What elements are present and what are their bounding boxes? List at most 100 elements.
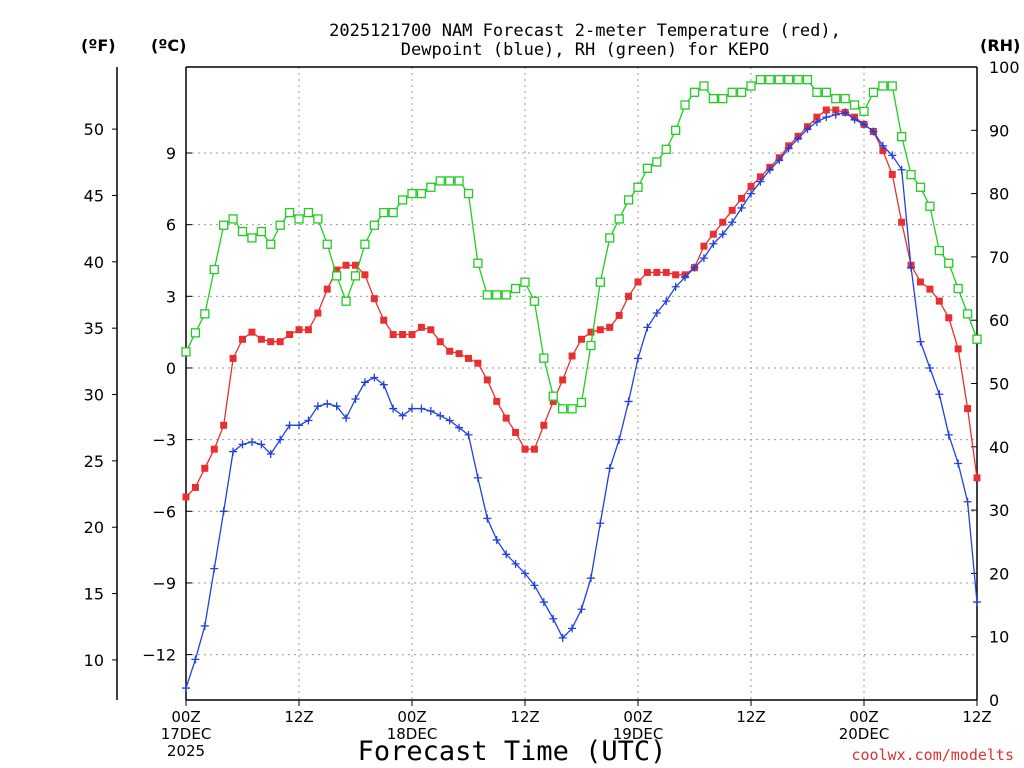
rh-point xyxy=(708,94,718,104)
rh-point xyxy=(623,195,634,205)
rh-point xyxy=(802,75,813,85)
rh-point xyxy=(736,87,747,97)
rh-point xyxy=(360,239,370,249)
rh-point xyxy=(313,214,323,224)
dewpoint-point xyxy=(276,435,285,444)
temperature-point xyxy=(201,464,209,472)
temperature-point xyxy=(964,405,972,413)
temperature-point xyxy=(832,106,840,114)
dewpoint-point xyxy=(182,684,190,693)
dewpoint-point xyxy=(634,354,642,363)
dewpoint-point xyxy=(794,134,803,143)
rh-point xyxy=(266,239,276,249)
rh-tick-label: 30 xyxy=(989,501,1009,520)
temperature-point xyxy=(615,311,623,319)
celsius-tick-label: −12 xyxy=(142,646,176,665)
rh-point xyxy=(962,309,973,319)
rh-point xyxy=(463,188,474,199)
rh-point xyxy=(379,207,389,218)
rh-point xyxy=(445,176,455,186)
dewpoint-point xyxy=(370,373,379,382)
rh-point xyxy=(746,81,756,91)
rh-point xyxy=(793,75,803,85)
dewpoint-point xyxy=(615,435,624,444)
dewpoint-point xyxy=(605,464,614,473)
dewpoint-point xyxy=(332,402,341,411)
temperature-point xyxy=(521,445,529,453)
fahrenheit-tick-label: 10 xyxy=(84,651,104,670)
temperature-point xyxy=(314,309,322,317)
rh-point xyxy=(256,226,266,237)
temperature-point xyxy=(662,268,670,276)
rh-point xyxy=(558,404,568,414)
dewpoint-point xyxy=(417,404,426,413)
temperature-point xyxy=(530,445,538,453)
dewpoint-point xyxy=(690,263,699,272)
x-tick-label: 00Z xyxy=(623,708,652,726)
dewpoint-point xyxy=(756,177,765,186)
dewpoint-point xyxy=(445,416,454,425)
fahrenheit-unit-label: (ºF) xyxy=(81,36,116,55)
temperature-point xyxy=(229,354,237,362)
dewpoint-point xyxy=(973,598,981,607)
temperature-series xyxy=(182,106,981,501)
temperature-point xyxy=(756,173,764,181)
temperature-point xyxy=(333,266,341,274)
rh-point xyxy=(454,176,464,186)
dewpoint-point xyxy=(784,144,793,153)
dewpoint-point xyxy=(850,115,859,124)
dewpoint-point xyxy=(747,189,755,198)
rh-point xyxy=(548,391,558,401)
rh-point xyxy=(539,353,549,363)
temperature-line xyxy=(185,109,978,498)
rh-point xyxy=(247,233,257,243)
dewpoint-point xyxy=(577,605,586,614)
dewpoint-point xyxy=(643,323,652,332)
rh-point xyxy=(473,258,483,268)
rh-point xyxy=(614,214,624,224)
rh-point xyxy=(407,188,417,199)
rh-point xyxy=(925,201,935,211)
rh-point xyxy=(944,258,954,268)
temperature-point xyxy=(286,331,294,339)
temperature-point xyxy=(596,326,604,334)
temperature-point xyxy=(436,338,444,346)
temperature-point xyxy=(502,414,510,422)
dewpoint-point xyxy=(878,141,887,150)
temperature-point xyxy=(417,323,425,331)
temperature-point xyxy=(370,295,378,303)
dewpoint-point xyxy=(907,263,916,272)
fahrenheit-tick-label: 15 xyxy=(84,585,104,604)
dewpoint-point xyxy=(304,416,313,425)
dewpoint-point xyxy=(765,165,774,174)
rh-point xyxy=(689,87,700,97)
dewpoint-point xyxy=(238,440,247,449)
rh-point xyxy=(529,296,540,306)
dewpoint-point xyxy=(549,614,558,623)
dewpoint-point xyxy=(586,574,595,583)
temperature-point xyxy=(455,350,463,358)
rh-point xyxy=(219,220,229,230)
dewpoint-point xyxy=(897,165,906,174)
temperature-point xyxy=(879,147,887,155)
dewpoint-point xyxy=(492,535,501,544)
celsius-unit-label: (ºC) xyxy=(151,36,186,55)
temperature-point xyxy=(888,170,896,178)
dewpoint-point xyxy=(408,404,416,413)
dewpoint-point xyxy=(426,406,435,415)
rh-tick-label: 40 xyxy=(989,438,1009,457)
rh-point xyxy=(426,182,436,192)
rh-point xyxy=(397,195,408,205)
temperature-point xyxy=(267,338,275,346)
chart-title-line-1: 2025121700 NAM Forecast 2-meter Temperat… xyxy=(329,21,841,41)
fahrenheit-tick-label: 35 xyxy=(84,319,104,338)
dewpoint-point xyxy=(652,309,661,318)
dewpoint-point xyxy=(502,550,511,559)
rh-point xyxy=(492,290,502,300)
dewpoint-point xyxy=(831,110,840,119)
temperature-point xyxy=(257,335,265,343)
temperature-point xyxy=(559,376,567,384)
rh-point xyxy=(934,245,944,256)
rh-tick-label: 90 xyxy=(989,121,1009,140)
dewpoint-point xyxy=(342,414,351,423)
